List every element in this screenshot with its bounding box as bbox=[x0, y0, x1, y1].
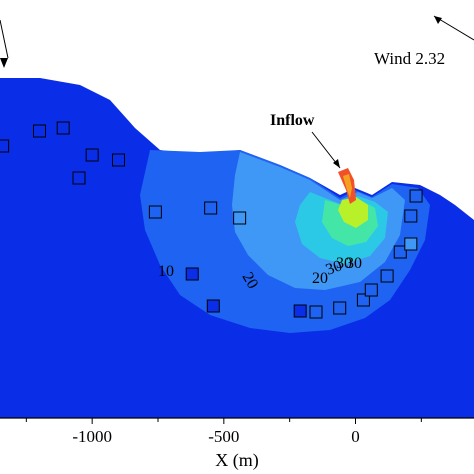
sample-point bbox=[112, 153, 125, 167]
sample-point bbox=[404, 209, 418, 223]
contour-label-10: 10 bbox=[158, 263, 174, 280]
contour-label-30-a: 30 bbox=[324, 257, 345, 278]
sample-point bbox=[204, 201, 218, 215]
sample-point bbox=[56, 121, 70, 135]
contour-label-20-right: 20 bbox=[312, 270, 328, 287]
sample-point bbox=[33, 124, 46, 138]
wind-arrow-head bbox=[434, 16, 442, 24]
sample-point bbox=[185, 267, 199, 281]
sample-point bbox=[333, 301, 347, 315]
sample-point bbox=[409, 189, 423, 203]
x-tick-label: -1000 bbox=[72, 427, 112, 446]
wind-annotation: Wind 2.32 bbox=[374, 49, 445, 68]
x-tick-label: 0 bbox=[351, 427, 360, 446]
sample-point bbox=[293, 304, 307, 318]
sample-points bbox=[0, 121, 423, 319]
sample-point bbox=[0, 139, 10, 153]
sample-point bbox=[309, 305, 323, 319]
contour-label-30-b: 30 bbox=[336, 255, 352, 272]
sample-point bbox=[380, 269, 394, 283]
corner-marker-icon bbox=[0, 19, 9, 68]
x-axis-title: X (m) bbox=[215, 450, 259, 471]
sample-point bbox=[148, 205, 162, 219]
inflow-plume-core bbox=[343, 174, 352, 198]
sample-point bbox=[206, 299, 220, 313]
contour-region-50 bbox=[338, 197, 368, 228]
sample-point bbox=[393, 245, 407, 259]
sample-point bbox=[85, 148, 99, 162]
contour-label-30-c: 30 bbox=[346, 255, 362, 272]
sample-point bbox=[364, 283, 378, 297]
contour-label-20-left: 20 bbox=[239, 270, 262, 292]
sample-point bbox=[356, 293, 370, 307]
inflow-arrow-head bbox=[333, 159, 340, 168]
sample-point bbox=[233, 211, 247, 225]
x-axis-ticks: -1000 -500 0 bbox=[25, 418, 422, 446]
inflow-annotation: Inflow bbox=[270, 112, 315, 129]
sample-point bbox=[404, 237, 418, 251]
sample-point bbox=[72, 171, 86, 185]
x-tick-label: -500 bbox=[208, 427, 239, 446]
